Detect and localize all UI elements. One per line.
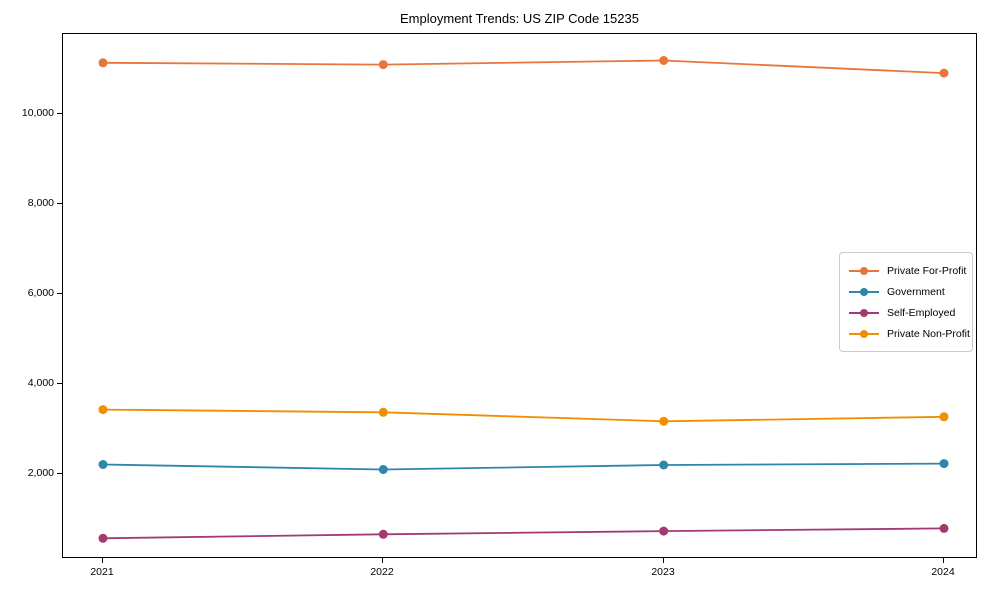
- y-tick-label: 4,000: [27, 377, 54, 389]
- y-tick-mark: [57, 473, 62, 474]
- legend-line-marker-icon: [849, 308, 879, 318]
- x-tick-mark: [102, 558, 103, 563]
- y-tick-label: 2,000: [27, 467, 54, 479]
- legend-marker-dot: [860, 287, 868, 296]
- y-tick-label: 6,000: [27, 287, 54, 299]
- x-tick-label: 2022: [370, 566, 394, 578]
- y-tick-mark: [57, 293, 62, 294]
- legend-item: Private Non-Profit: [849, 323, 970, 344]
- chart-title: Employment Trends: US ZIP Code 15235: [400, 11, 639, 26]
- x-tick-label: 2021: [90, 566, 114, 578]
- data-point: [98, 405, 108, 415]
- data-point: [378, 529, 388, 539]
- data-point: [659, 526, 669, 536]
- y-tick-mark: [57, 113, 62, 114]
- series-line: [102, 59, 945, 74]
- data-point: [939, 68, 949, 78]
- legend: Private For-Profit Government Self-Employe…: [839, 252, 973, 352]
- legend-label: Private For-Profit: [887, 264, 967, 277]
- legend-marker-dot: [860, 329, 868, 338]
- legend-item: Self-Employed: [849, 302, 964, 323]
- x-tick-mark: [663, 558, 664, 563]
- data-point: [939, 412, 949, 422]
- legend-label: Private Non-Profit: [887, 327, 970, 340]
- legend-item: Government: [849, 281, 964, 302]
- data-point: [378, 407, 388, 417]
- data-point: [939, 459, 949, 469]
- legend-marker-dot: [860, 266, 868, 275]
- x-tick-label: 2023: [651, 566, 675, 578]
- series-line: [102, 527, 945, 540]
- data-point: [378, 60, 388, 70]
- legend-item: Private For-Profit: [849, 260, 967, 281]
- series-line: [102, 462, 945, 471]
- y-tick-label: 10,000: [21, 107, 54, 119]
- x-tick-label: 2024: [931, 566, 955, 578]
- line-series-canvas: [98, 56, 949, 543]
- data-point: [98, 58, 108, 68]
- data-point: [98, 533, 108, 543]
- legend-label: Government: [887, 285, 945, 298]
- data-point: [939, 523, 949, 533]
- x-tick-mark: [943, 558, 944, 563]
- legend-line-marker-icon: [849, 266, 879, 276]
- legend-marker-dot: [860, 308, 868, 317]
- legend-line-marker-icon: [849, 329, 879, 339]
- series-line: [102, 408, 945, 423]
- y-tick-label: 8,000: [27, 197, 54, 209]
- data-point: [659, 416, 669, 426]
- data-point: [659, 460, 669, 470]
- legend-label: Self-Employed: [887, 306, 956, 319]
- plot-area: Private For-Profit Government Self-Employe…: [62, 33, 977, 558]
- legend-line-marker-icon: [849, 287, 879, 297]
- data-point: [659, 56, 669, 65]
- x-tick-mark: [382, 558, 383, 563]
- data-point: [378, 465, 388, 474]
- data-point: [98, 460, 108, 469]
- y-tick-mark: [57, 383, 62, 384]
- y-tick-mark: [57, 203, 62, 204]
